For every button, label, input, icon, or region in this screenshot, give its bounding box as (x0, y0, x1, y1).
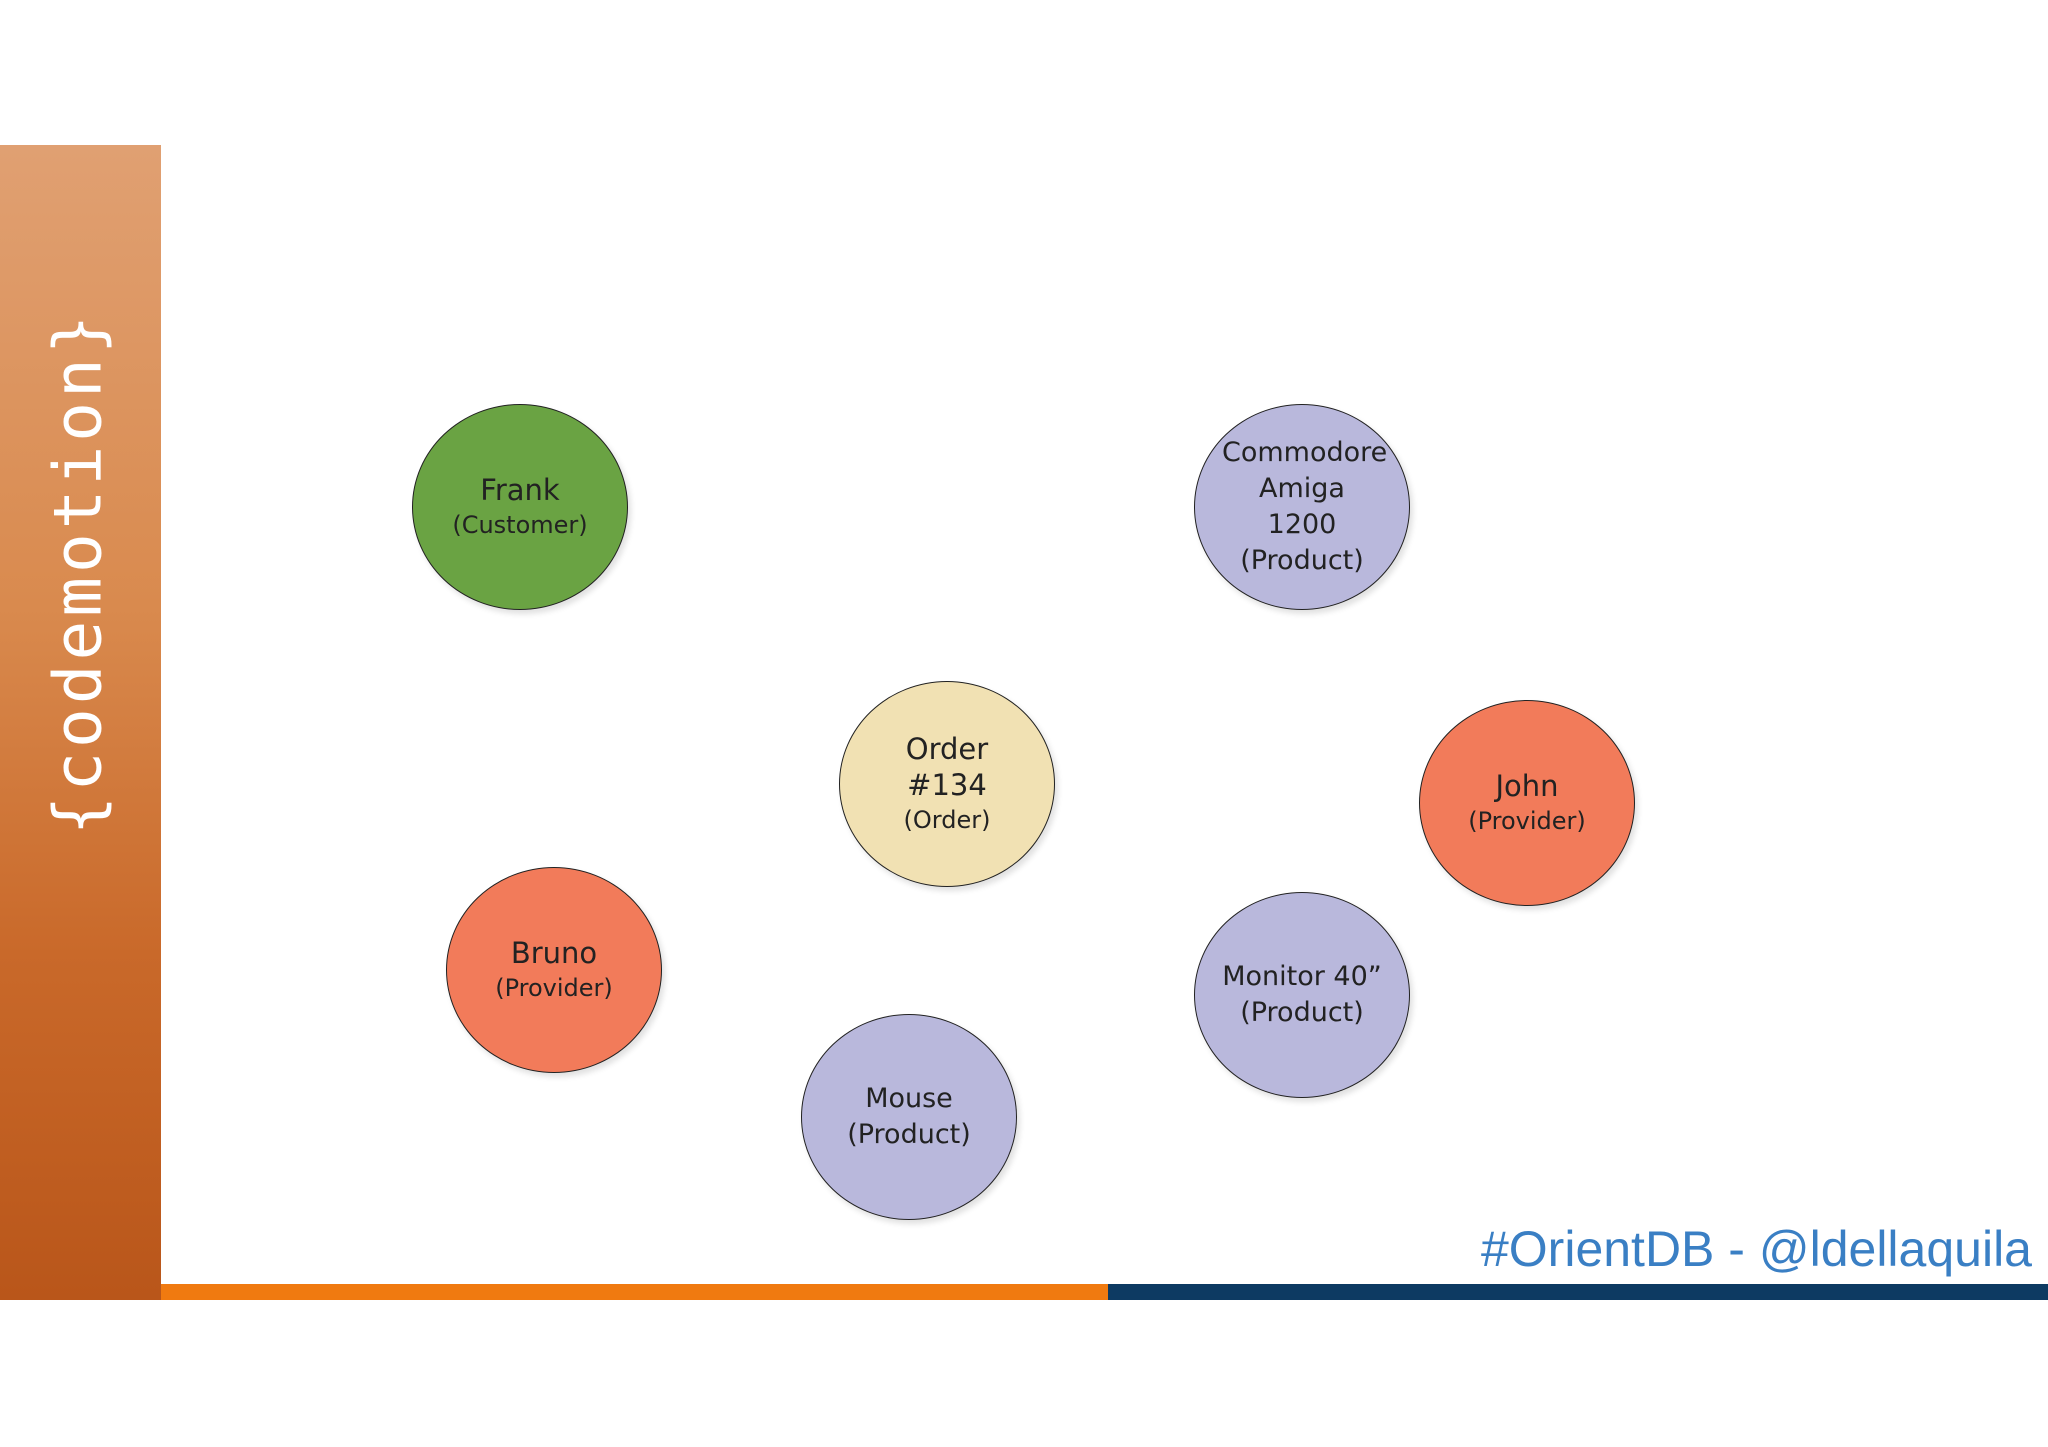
node-type: (Customer) (452, 511, 588, 539)
node-type: (Product) (1240, 997, 1364, 1028)
node-type: (Provider) (495, 974, 613, 1002)
node-label: Mouse (865, 1083, 953, 1114)
node: Monitor 40” (Product) (1194, 892, 1410, 1098)
node-type: (Product) (847, 1119, 971, 1150)
footer-bar (1108, 1284, 2048, 1300)
node-label: Frank (480, 473, 560, 507)
node: Bruno (Provider) (446, 867, 662, 1073)
node-type: (Provider) (1468, 807, 1586, 835)
footer-text: #OrientDB - @ldellaquila (1480, 1221, 2032, 1277)
node: Mouse (Product) (801, 1014, 1017, 1220)
node: Commodore Amiga 1200 (Product) (1194, 404, 1410, 610)
node-label: Bruno (510, 936, 598, 970)
node: Order #134 (Order) (839, 681, 1055, 887)
sidebar: {codemotion} (0, 145, 161, 1300)
node-type: (Order) (903, 806, 991, 834)
node-label: John (1495, 769, 1559, 803)
node-type: (Product) (1240, 545, 1364, 576)
node-label: Monitor 40” (1222, 961, 1382, 992)
node-label: Order #134 (905, 732, 989, 802)
node: Frank (Customer) (412, 404, 628, 610)
node-label: Commodore Amiga 1200 (1222, 437, 1388, 540)
logo: {codemotion} (39, 310, 117, 836)
node: John (Provider) (1419, 700, 1635, 906)
footer-bar (161, 1284, 1108, 1300)
